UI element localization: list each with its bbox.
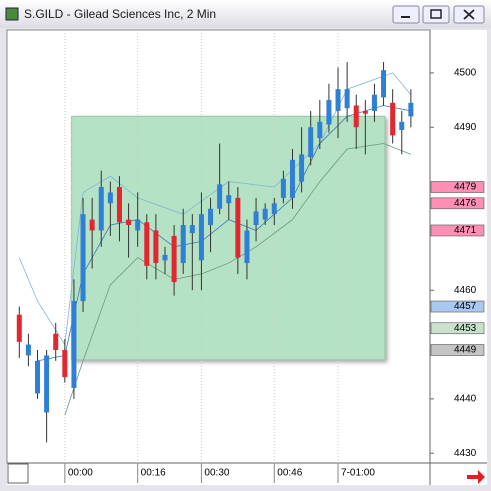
candle-body	[226, 195, 232, 204]
price-marker-label: 4449	[454, 345, 477, 356]
candle-body	[35, 360, 41, 394]
candle-body	[408, 102, 414, 117]
candle-body	[289, 159, 295, 198]
price-marker	[430, 344, 485, 356]
x-tick-label: 00:00	[68, 468, 93, 479]
candle-body	[126, 219, 132, 226]
candle-body	[280, 178, 286, 198]
window-title: S.GILD - Gilead Sciences Inc, 2 Min	[24, 7, 216, 21]
candle-body	[62, 349, 68, 378]
candle-body	[135, 219, 141, 231]
candle-body	[362, 110, 368, 114]
candle-body	[381, 70, 387, 98]
candle-body	[16, 314, 22, 342]
candle-body	[153, 230, 159, 264]
candle-body	[171, 235, 177, 283]
x-tick-label: 00:46	[277, 468, 302, 479]
price-marker	[430, 300, 485, 313]
candle-body	[180, 225, 186, 264]
candle-body	[25, 344, 31, 356]
candle-body	[262, 208, 268, 220]
indicator-line	[37, 105, 411, 362]
candle-body	[53, 333, 59, 350]
candle-body	[198, 214, 204, 261]
corner-box	[7, 463, 29, 484]
candle-body	[253, 211, 259, 226]
indicator-line	[64, 143, 412, 416]
price-marker-label: 4457	[454, 301, 477, 312]
window-buttons	[392, 5, 485, 24]
candle-body	[399, 121, 405, 130]
candle-body	[217, 184, 223, 209]
candle-body	[98, 187, 104, 231]
candle-body	[308, 127, 314, 158]
maximize-button[interactable]	[422, 5, 450, 24]
x-tick-label: 7-01:00	[341, 468, 375, 479]
maximize-icon	[430, 9, 442, 19]
price-marker	[430, 322, 485, 335]
candle-body	[353, 105, 359, 128]
candle-body	[71, 301, 77, 389]
price-marker	[430, 197, 485, 210]
price-marker-label: 4476	[454, 198, 477, 209]
candle-body	[244, 230, 250, 264]
candle-body	[189, 225, 195, 234]
app-icon	[5, 7, 19, 21]
time-axis	[7, 463, 487, 485]
candle-body	[390, 102, 396, 136]
candle-body	[162, 254, 168, 261]
y-tick-label: 4440	[454, 394, 477, 405]
candle-body	[44, 355, 50, 413]
x-tick-label: 00:30	[204, 468, 229, 479]
close-icon	[463, 9, 475, 20]
candle-body	[335, 89, 341, 111]
candle-body	[208, 208, 214, 226]
price-axis	[430, 30, 487, 463]
price-marker-label: 4479	[454, 182, 477, 193]
scroll-arrow[interactable]	[467, 470, 485, 484]
candle-body	[116, 187, 122, 223]
candle-body	[317, 121, 323, 139]
price-marker	[430, 224, 485, 237]
y-tick-label: 4430	[454, 448, 477, 459]
minimize-button[interactable]	[392, 5, 420, 24]
candle-body	[144, 222, 150, 266]
price-marker-label: 4471	[454, 225, 477, 236]
price-marker-label: 4453	[454, 323, 477, 334]
highlight-box	[71, 115, 386, 361]
candle-body	[326, 100, 332, 125]
candle-body	[271, 203, 277, 215]
candle-body	[235, 197, 241, 258]
price-marker	[430, 181, 485, 193]
minimize-icon	[401, 16, 410, 18]
y-tick-label: 4490	[454, 122, 477, 133]
candle-body	[344, 89, 350, 109]
y-tick-label: 4500	[454, 68, 477, 79]
candle-body	[80, 214, 86, 302]
x-tick-label: 00:16	[141, 468, 166, 479]
candle-body	[89, 219, 95, 231]
y-tick-label: 4460	[454, 285, 477, 296]
candle-body	[107, 192, 113, 204]
candle-body	[299, 154, 305, 182]
candle-body	[371, 94, 377, 111]
